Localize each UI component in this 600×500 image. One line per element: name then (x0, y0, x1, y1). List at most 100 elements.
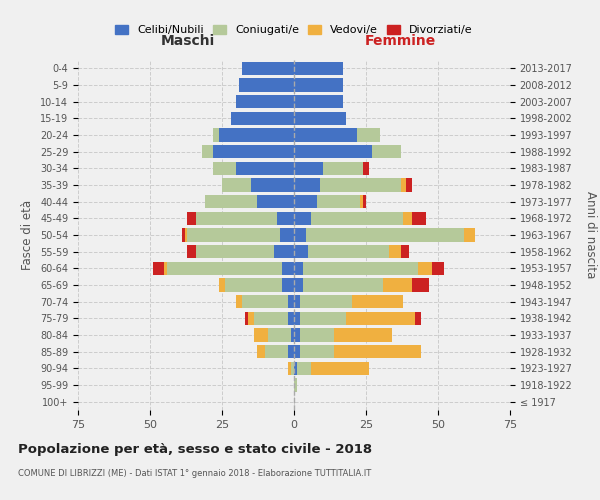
Bar (294, 378, 297, 392)
Bar (389, 245, 401, 258)
Bar (219, 128, 294, 141)
Bar (432, 262, 444, 275)
Bar (300, 312, 346, 325)
Bar (464, 228, 475, 241)
Bar (294, 212, 311, 225)
Bar (323, 162, 363, 175)
Bar (317, 195, 360, 208)
Bar (294, 295, 300, 308)
Bar (294, 178, 320, 192)
Text: COMUNE DI LIBRIZZI (ME) - Dati ISTAT 1° gennaio 2018 - Elaborazione TUTTITALIA.I: COMUNE DI LIBRIZZI (ME) - Dati ISTAT 1° … (18, 469, 371, 478)
Bar (294, 362, 297, 375)
Bar (294, 78, 343, 92)
Bar (280, 228, 294, 241)
Bar (294, 328, 300, 342)
Bar (187, 228, 280, 241)
Bar (291, 328, 294, 342)
Bar (242, 62, 294, 75)
Bar (300, 345, 334, 358)
Text: Femmine: Femmine (365, 34, 436, 48)
Bar (196, 212, 277, 225)
Bar (251, 178, 294, 192)
Bar (196, 245, 274, 258)
Bar (187, 212, 196, 225)
Bar (372, 145, 401, 158)
Y-axis label: Anni di nascita: Anni di nascita (584, 192, 597, 278)
Bar (283, 262, 294, 275)
Bar (363, 195, 366, 208)
Bar (254, 312, 288, 325)
Bar (153, 262, 164, 275)
Bar (383, 278, 412, 291)
Text: Popolazione per età, sesso e stato civile - 2018: Popolazione per età, sesso e stato civil… (18, 442, 372, 456)
Bar (412, 212, 427, 225)
Bar (236, 162, 294, 175)
Bar (245, 312, 248, 325)
Bar (352, 295, 403, 308)
Bar (202, 145, 214, 158)
Bar (363, 162, 369, 175)
Bar (294, 62, 343, 75)
Bar (236, 95, 294, 108)
Bar (308, 245, 389, 258)
Legend: Celibi/Nubili, Coniugati/e, Vedovi/e, Divorziati/e: Celibi/Nubili, Coniugati/e, Vedovi/e, Di… (111, 20, 477, 40)
Bar (205, 195, 257, 208)
Bar (418, 262, 432, 275)
Bar (300, 295, 352, 308)
Bar (334, 345, 421, 358)
Bar (311, 362, 369, 375)
Bar (248, 312, 254, 325)
Bar (346, 312, 415, 325)
Bar (230, 112, 294, 125)
Bar (320, 178, 401, 192)
Bar (294, 95, 343, 108)
Bar (415, 312, 421, 325)
Bar (294, 112, 346, 125)
Bar (214, 162, 236, 175)
Bar (401, 245, 409, 258)
Bar (302, 278, 383, 291)
Bar (219, 278, 225, 291)
Bar (294, 278, 302, 291)
Bar (294, 262, 302, 275)
Bar (182, 228, 185, 241)
Bar (214, 145, 294, 158)
Bar (239, 78, 294, 92)
Bar (283, 278, 294, 291)
Bar (294, 228, 305, 241)
Bar (403, 212, 412, 225)
Bar (236, 295, 242, 308)
Bar (412, 278, 430, 291)
Bar (334, 328, 392, 342)
Bar (311, 212, 403, 225)
Bar (360, 195, 363, 208)
Bar (294, 195, 317, 208)
Bar (300, 328, 334, 342)
Bar (274, 245, 294, 258)
Bar (358, 128, 380, 141)
Bar (294, 312, 300, 325)
Bar (294, 345, 300, 358)
Bar (297, 362, 311, 375)
Bar (401, 178, 406, 192)
Bar (164, 262, 167, 275)
Bar (294, 145, 372, 158)
Bar (294, 128, 358, 141)
Bar (185, 228, 187, 241)
Bar (187, 245, 196, 258)
Bar (288, 295, 294, 308)
Bar (225, 278, 283, 291)
Bar (294, 162, 323, 175)
Bar (257, 345, 265, 358)
Bar (288, 345, 294, 358)
Bar (222, 178, 251, 192)
Bar (406, 178, 412, 192)
Y-axis label: Fasce di età: Fasce di età (22, 200, 34, 270)
Bar (302, 262, 418, 275)
Bar (288, 362, 291, 375)
Bar (254, 328, 268, 342)
Bar (288, 312, 294, 325)
Bar (214, 128, 219, 141)
Bar (257, 195, 294, 208)
Bar (305, 228, 464, 241)
